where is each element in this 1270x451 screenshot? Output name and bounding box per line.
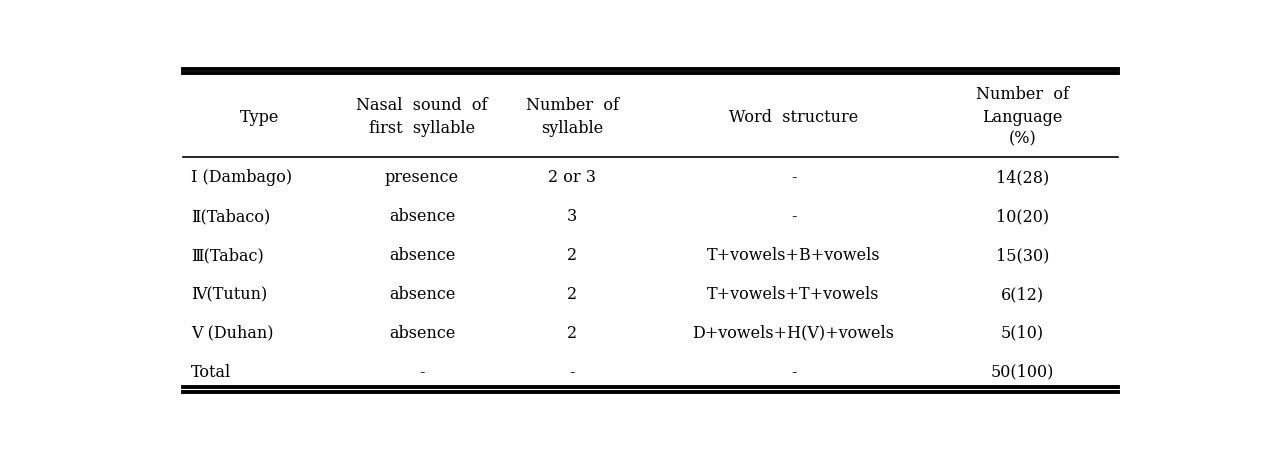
Text: Ⅴ (Duhan): Ⅴ (Duhan) [192, 324, 274, 341]
Text: Ⅲ(Tabac): Ⅲ(Tabac) [192, 246, 264, 263]
Text: 14(28): 14(28) [996, 169, 1049, 185]
Text: 15(30): 15(30) [996, 246, 1049, 263]
Text: -: - [419, 363, 424, 380]
Text: 6(12): 6(12) [1001, 285, 1044, 302]
Text: 2: 2 [568, 285, 577, 302]
Text: 2: 2 [568, 324, 577, 341]
Text: Number  of
Language
(%): Number of Language (%) [975, 86, 1069, 147]
Text: 2 or 3: 2 or 3 [549, 169, 596, 185]
Text: absence: absence [389, 246, 455, 263]
Text: 50(100): 50(100) [991, 363, 1054, 380]
Text: -: - [569, 363, 575, 380]
Text: 2: 2 [568, 246, 577, 263]
Text: Type: Type [240, 108, 279, 125]
Text: -: - [791, 207, 796, 225]
Text: Nasal  sound  of
first  syllable: Nasal sound of first syllable [357, 97, 488, 136]
Text: T+vowels+T+vowels: T+vowels+T+vowels [707, 285, 880, 302]
Text: Ⅱ(Tabaco): Ⅱ(Tabaco) [192, 207, 271, 225]
Text: Word  structure: Word structure [729, 108, 859, 125]
Text: 3: 3 [566, 207, 578, 225]
Text: Number  of
syllable: Number of syllable [526, 97, 618, 136]
Text: Total: Total [192, 363, 231, 380]
Text: presence: presence [385, 169, 458, 185]
Text: absence: absence [389, 207, 455, 225]
Text: absence: absence [389, 324, 455, 341]
Text: -: - [791, 363, 796, 380]
Text: 10(20): 10(20) [996, 207, 1049, 225]
Text: 5(10): 5(10) [1001, 324, 1044, 341]
Text: -: - [791, 169, 796, 185]
Text: Ⅳ(Tutun): Ⅳ(Tutun) [192, 285, 268, 302]
Text: D+vowels+H(V)+vowels: D+vowels+H(V)+vowels [692, 324, 894, 341]
Text: absence: absence [389, 285, 455, 302]
Text: Ⅰ (Dambago): Ⅰ (Dambago) [192, 169, 292, 185]
Text: T+vowels+B+vowels: T+vowels+B+vowels [707, 246, 880, 263]
